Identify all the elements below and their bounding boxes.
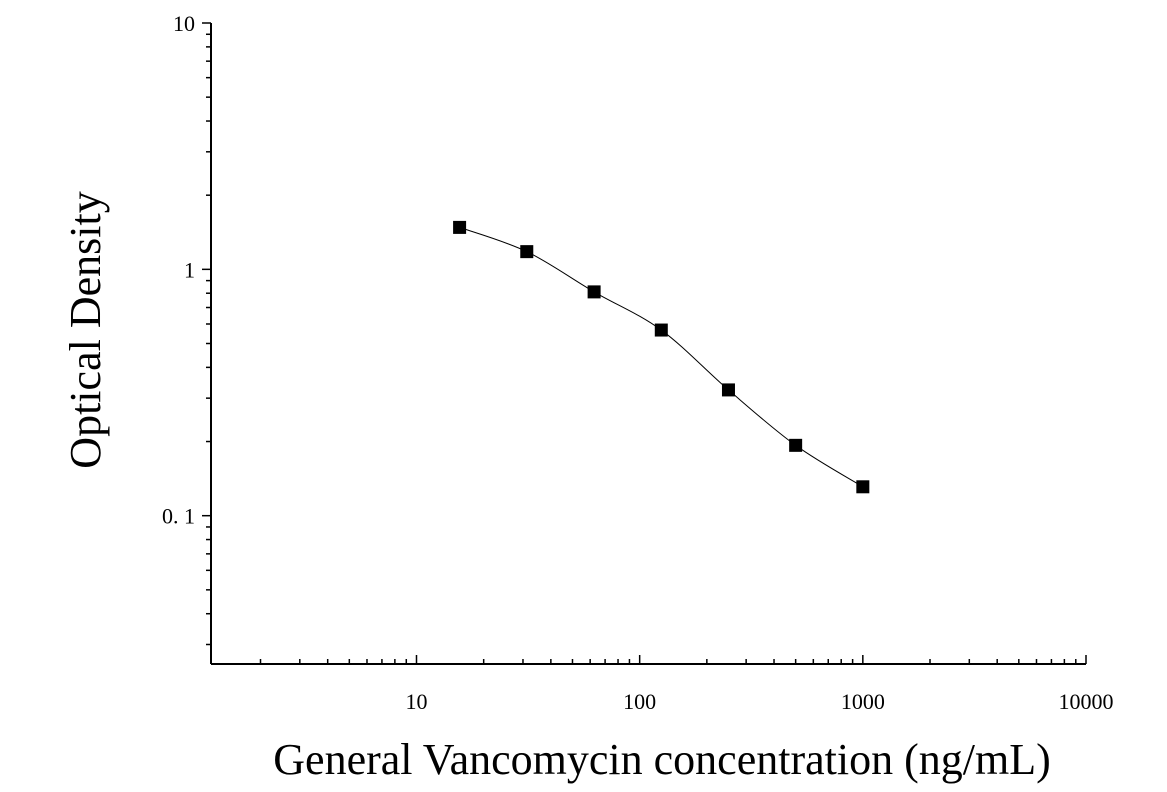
data-points: [453, 220, 870, 494]
data-point: [856, 480, 870, 494]
data-point: [587, 285, 601, 299]
data-point: [654, 323, 668, 337]
data-point: [520, 245, 534, 259]
x-tick-label: 10000: [1059, 689, 1114, 714]
data-point: [453, 220, 467, 234]
data-point: [721, 383, 735, 397]
x-tick-label: 100: [623, 689, 656, 714]
fit-curve: [459, 226, 864, 488]
y-tick-label: 10: [173, 11, 195, 36]
y-axis-title: Optical Density: [61, 191, 110, 468]
x-tick-label: 1000: [841, 689, 885, 714]
x-axis-title: General Vancomycin concentration (ng/mL): [273, 735, 1050, 784]
y-tick-label: 0. 1: [162, 504, 195, 529]
y-ticks: 0. 1 1 10: [162, 11, 211, 646]
data-point: [789, 438, 803, 452]
y-tick-label: 1: [184, 257, 195, 282]
axes: [210, 23, 1086, 665]
x-ticks: 10 100 1000 10000: [259, 655, 1114, 714]
x-tick-label: 10: [405, 689, 427, 714]
